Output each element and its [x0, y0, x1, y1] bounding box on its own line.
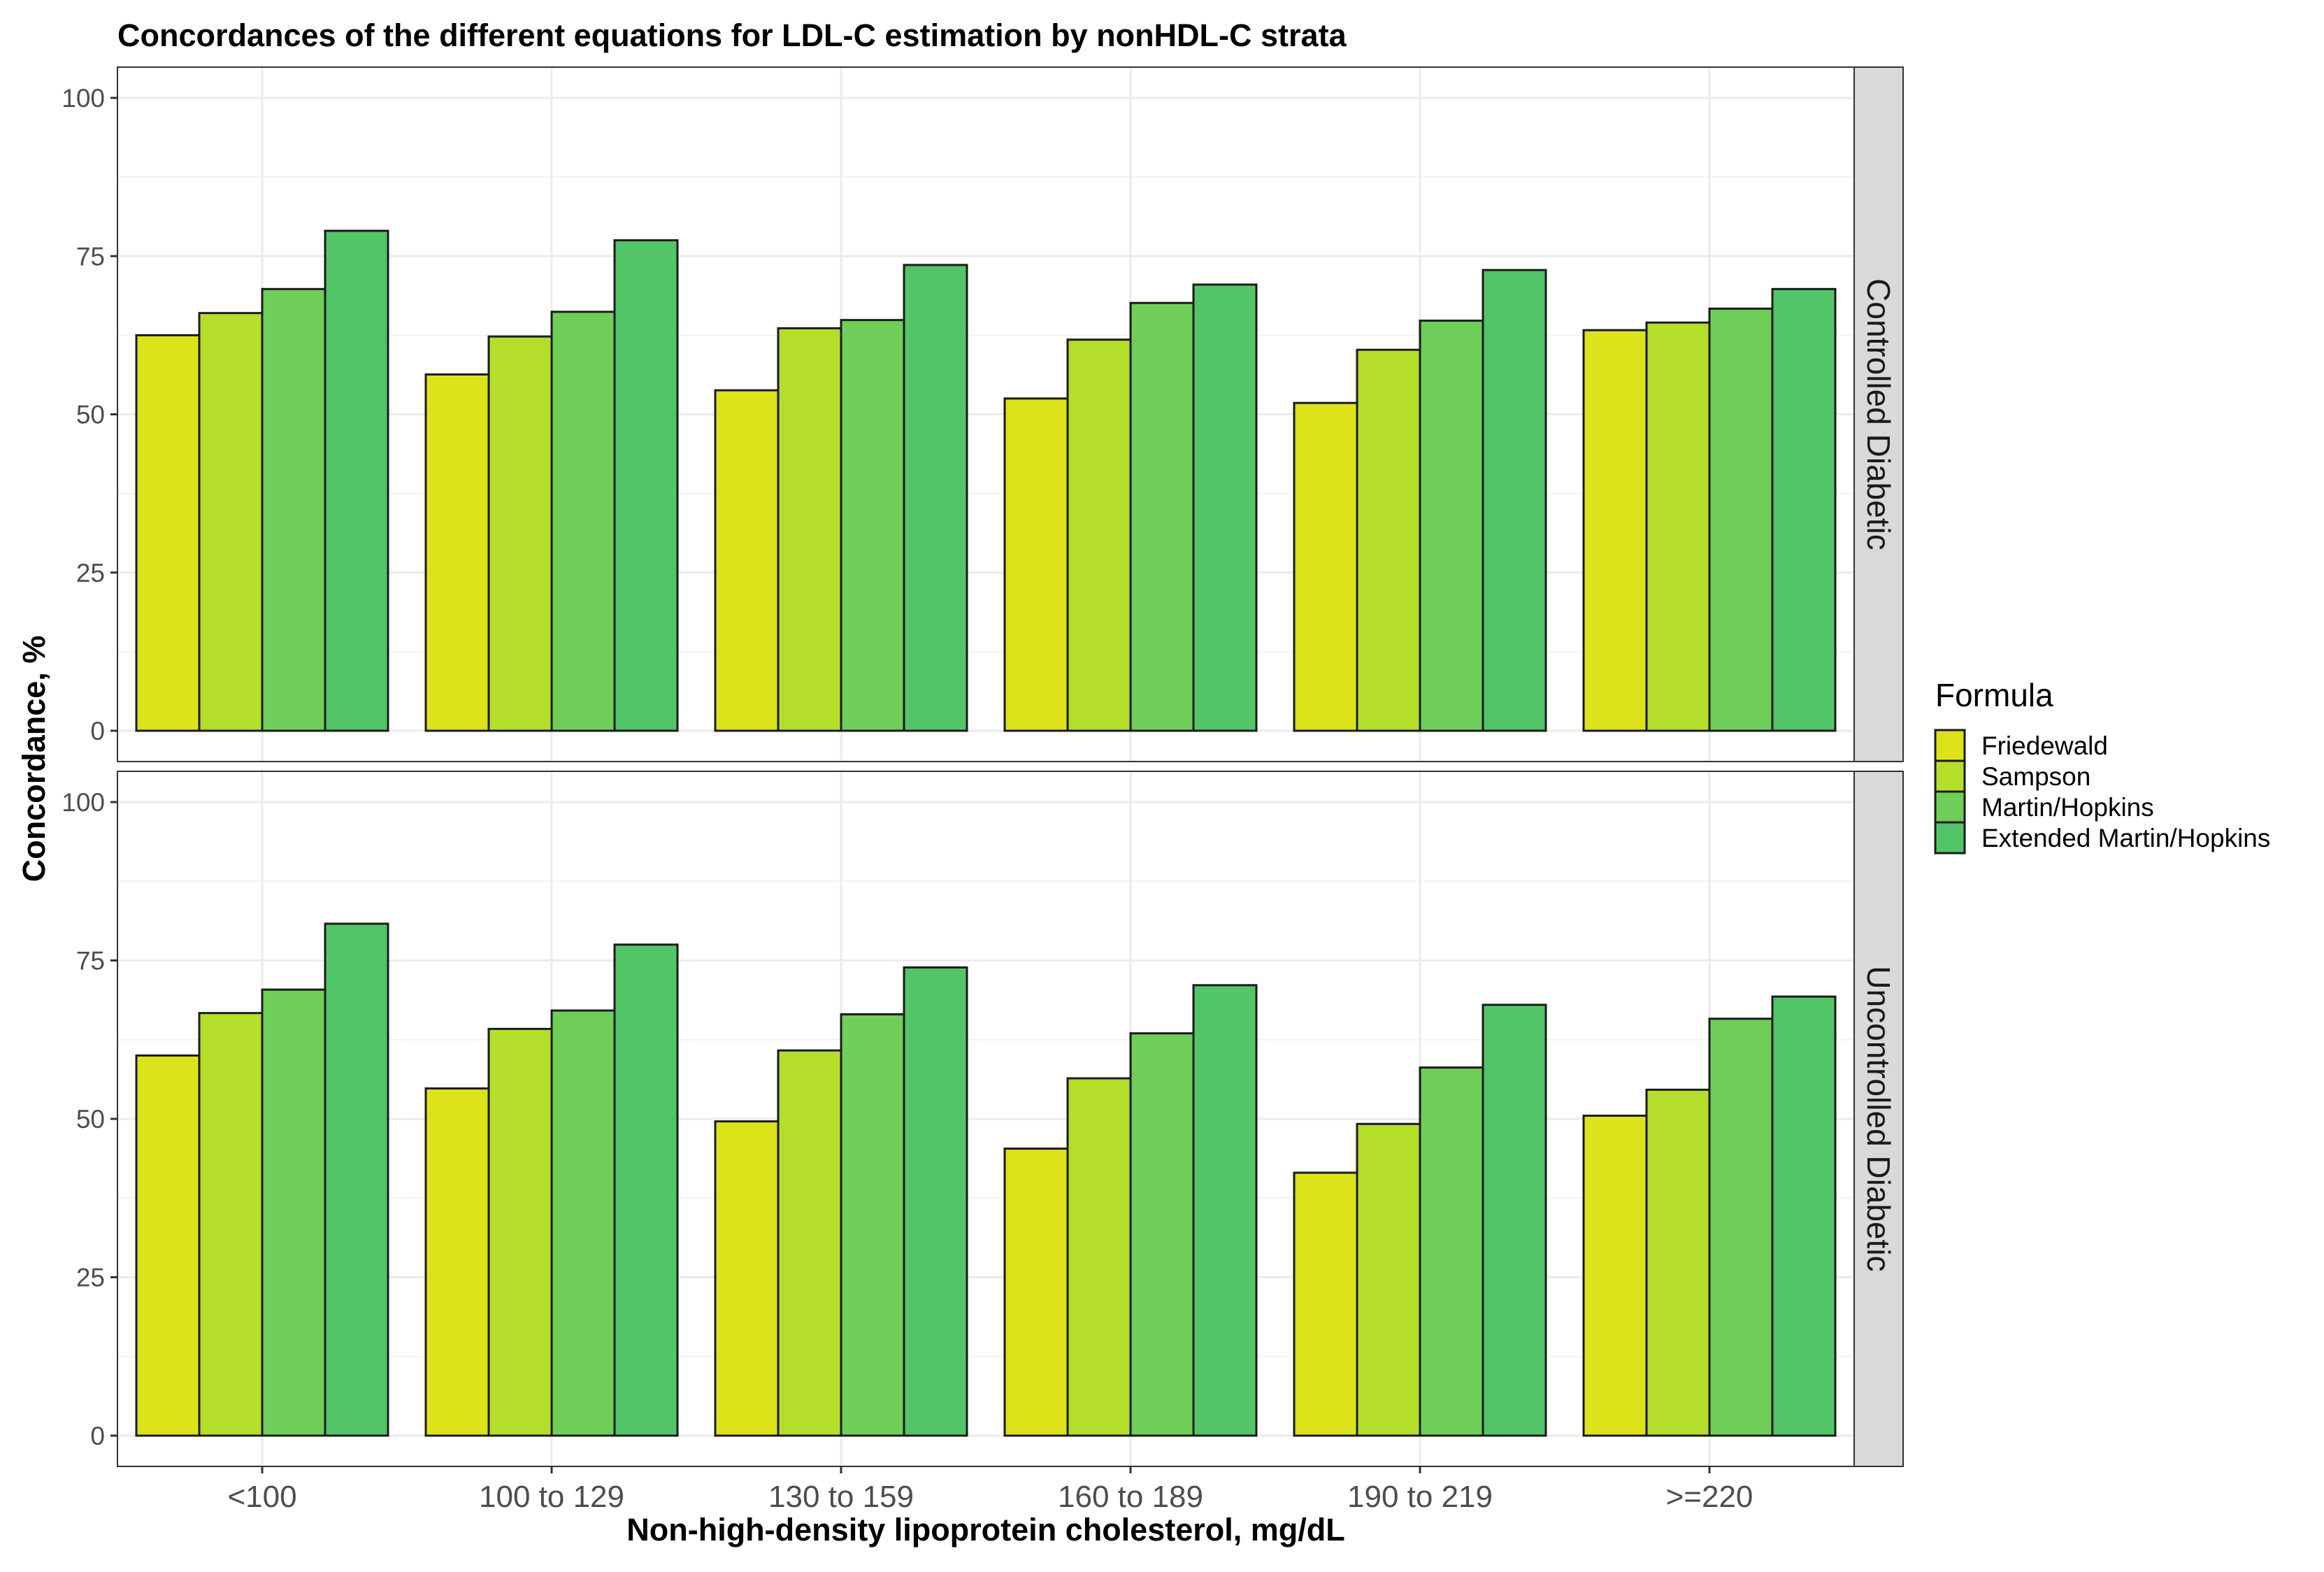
strip-label: Controlled Diabetic [1860, 278, 1897, 550]
legend-key-martin-hopkins [1934, 790, 1966, 824]
bar-friedewald [424, 373, 490, 732]
x-axis: <100 100 to 129 130 to 159 160 to 189 190 to… [227, 1466, 1753, 1514]
legend: Formula FriedewaldSampsonMartin/HopkinsE… [1934, 677, 2270, 855]
bar-extended-martin-hopkins [903, 966, 968, 1437]
bar-martin-hopkins [1129, 301, 1195, 732]
bar-sampson [1066, 338, 1132, 732]
y-tick-label: 100 [62, 788, 105, 817]
bar-extended-martin-hopkins [1192, 283, 1258, 732]
bar-extended-martin-hopkins [324, 922, 389, 1437]
bar-sampson [1066, 1077, 1132, 1437]
bar-martin-hopkins [840, 1013, 905, 1437]
legend-title: Formula [1935, 677, 2053, 713]
bar-martin-hopkins [840, 319, 905, 732]
bar-friedewald [135, 334, 201, 732]
bar-sampson [777, 327, 842, 732]
bar-friedewald [1003, 397, 1069, 732]
bar-extended-martin-hopkins [1482, 1003, 1547, 1437]
y-tick-label: 100 [62, 84, 105, 113]
bar-sampson [487, 1027, 553, 1437]
bar-martin-hopkins [261, 988, 327, 1437]
bar-extended-martin-hopkins [1482, 269, 1547, 732]
panels-layer: 0 25 50 75 100 Controlled Diabetic 0 25 50 75 100 U… [62, 66, 1904, 1514]
x-tick-label: 130 to 159 [768, 1480, 914, 1514]
y-tick-label: 0 [90, 1422, 105, 1450]
bar-martin-hopkins [1708, 307, 1774, 732]
bar-friedewald [424, 1087, 490, 1437]
legend-key-friedewald [1934, 729, 1966, 762]
bar-martin-hopkins [1129, 1032, 1195, 1437]
y-tick-label: 25 [76, 1264, 105, 1292]
strip-label: Uncontrolled Diabetic [1860, 966, 1897, 1271]
bar-sampson [198, 1012, 264, 1437]
legend-key-sampson [1934, 759, 1966, 793]
bar-martin-hopkins [550, 1009, 616, 1437]
bar-sampson [1645, 1088, 1711, 1437]
bar-friedewald [1293, 1171, 1358, 1437]
y-tick-label: 0 [90, 717, 105, 745]
y-tick-label: 50 [76, 401, 105, 429]
y-tick-label: 75 [76, 947, 105, 976]
x-tick-label: 190 to 219 [1347, 1480, 1493, 1514]
panel-1: 0 25 50 75 100 Controlled Diabetic [62, 66, 1904, 762]
bar-extended-martin-hopkins [1771, 287, 1837, 732]
strip-background [1853, 771, 1904, 1467]
bar-martin-hopkins [261, 287, 327, 732]
x-tick-label: 160 to 189 [1058, 1480, 1203, 1514]
bar-extended-martin-hopkins [1771, 995, 1837, 1437]
bar-sampson [1356, 1122, 1421, 1437]
bar-extended-martin-hopkins [613, 239, 679, 732]
legend-label: Martin/Hopkins [1981, 793, 2154, 822]
y-tick-label: 50 [76, 1105, 105, 1134]
chart-title: Concordances of the different equations … [117, 17, 1347, 53]
y-axis-title: Concordance, % [16, 636, 52, 883]
bar-extended-martin-hopkins [324, 229, 389, 732]
bar-friedewald [1003, 1148, 1069, 1437]
bar-extended-martin-hopkins [613, 943, 679, 1437]
bar-friedewald [1293, 401, 1358, 732]
bar-sampson [777, 1049, 842, 1437]
bar-martin-hopkins [1419, 320, 1484, 732]
panel-2: 0 25 50 75 100 Uncontrolled Diabetic [62, 771, 1904, 1467]
bar-sampson [198, 312, 264, 732]
bar-sampson [1645, 321, 1711, 732]
x-tick-label: 100 to 129 [479, 1480, 624, 1514]
bar-sampson [487, 335, 553, 732]
bar-friedewald [714, 389, 780, 732]
y-tick-label: 75 [76, 242, 105, 271]
bar-friedewald [1582, 1114, 1648, 1437]
strip-background [1853, 66, 1904, 762]
bar-martin-hopkins [550, 310, 616, 732]
bar-friedewald [1582, 329, 1648, 732]
bar-friedewald [714, 1120, 780, 1437]
bar-friedewald [135, 1054, 201, 1437]
x-axis-title: Non-high-density lipoprotein cholesterol… [626, 1512, 1345, 1548]
bar-extended-martin-hopkins [1192, 984, 1258, 1437]
x-tick-label: <100 [227, 1480, 296, 1514]
legend-label: Sampson [1981, 762, 2090, 791]
legend-label: Extended Martin/Hopkins [1981, 824, 2270, 852]
y-tick-label: 25 [76, 559, 105, 587]
bar-sampson [1356, 348, 1421, 732]
legend-label: Friedewald [1981, 731, 2108, 760]
bar-martin-hopkins [1708, 1017, 1774, 1437]
x-tick-label: >=220 [1666, 1480, 1753, 1514]
bar-martin-hopkins [1419, 1066, 1484, 1437]
bar-extended-martin-hopkins [903, 264, 968, 732]
legend-key-extended-martin-hopkins [1934, 821, 1966, 855]
